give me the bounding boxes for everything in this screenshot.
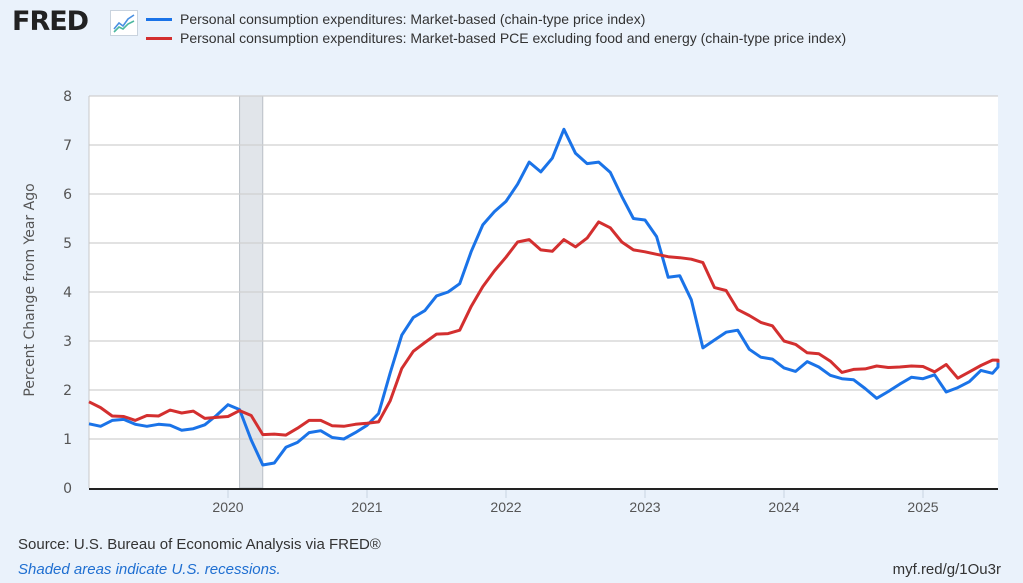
x-tick-label: 2023 [629,499,660,515]
y-tick-label: 8 [63,89,72,105]
y-tick-label: 6 [63,187,72,203]
fred-logo[interactable]: FRED [12,6,89,37]
y-tick-label: 2 [63,383,72,399]
legend-label-core-pce: Personal consumption expenditures: Marke… [180,30,847,46]
legend-swatch-pce [146,18,172,21]
series-line-core-pce[interactable] [88,220,1000,437]
chart-legend: Personal consumption expenditures: Marke… [146,10,846,48]
legend-label-pce: Personal consumption expenditures: Marke… [180,11,646,27]
legend-swatch-core-pce [146,37,172,40]
y-tick-label: 0 [63,481,72,497]
legend-item-pce[interactable]: Personal consumption expenditures: Marke… [146,10,846,29]
x-tick-label: 2024 [768,499,799,515]
y-tick-label: 3 [63,334,72,350]
x-tick-label: 2022 [490,499,521,515]
y-tick-label: 4 [63,285,72,301]
chart-line-icon [110,10,138,36]
x-tick-label: 2020 [212,499,243,515]
short-link[interactable]: myf.red/g/1Ou3r [892,561,1001,578]
y-tick-label: 5 [63,236,72,252]
source-text: Source: U.S. Bureau of Economic Analysis… [18,536,381,553]
x-tick-label: 2025 [907,499,938,515]
legend-item-core-pce[interactable]: Personal consumption expenditures: Marke… [146,29,846,48]
recession-note: Shaded areas indicate U.S. recessions. [18,561,281,578]
y-tick-label: 7 [63,138,72,154]
x-tick-label: 2021 [351,499,382,515]
series-line-pce[interactable] [88,127,1000,467]
y-tick-label: 1 [63,432,72,448]
